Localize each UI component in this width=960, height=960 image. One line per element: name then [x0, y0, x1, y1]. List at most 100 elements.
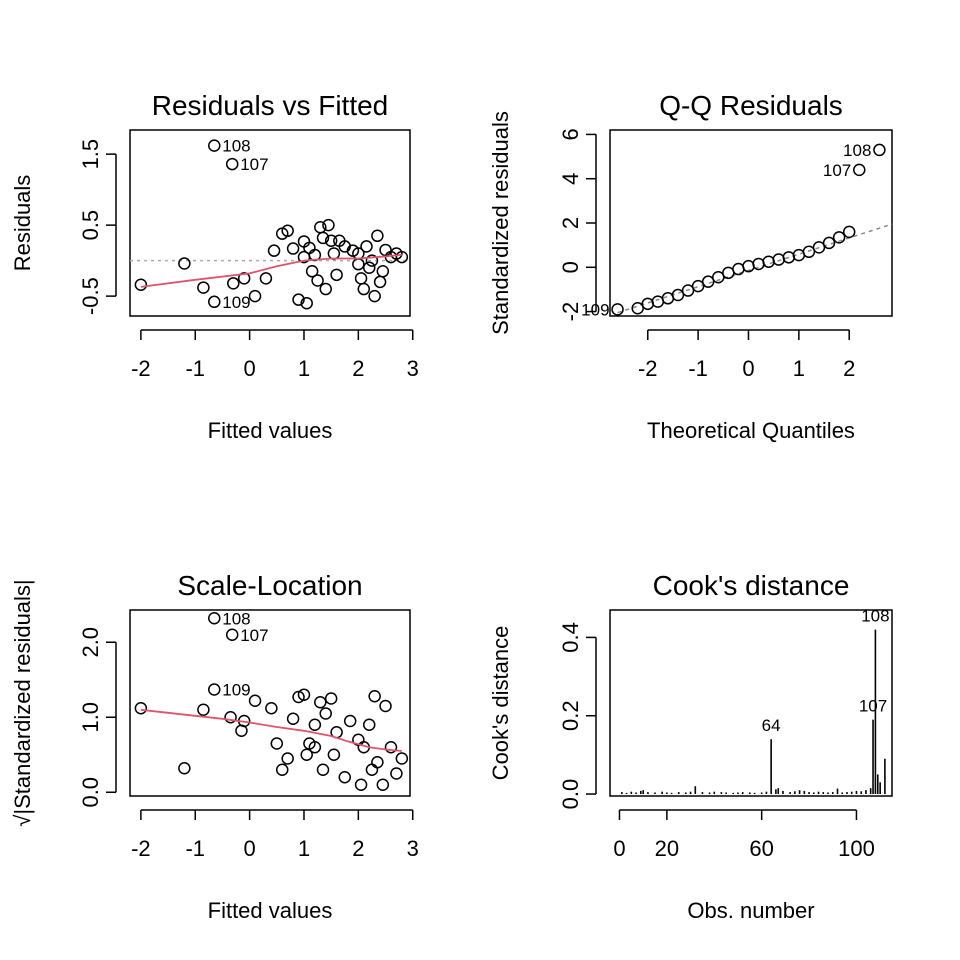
data-point: [357, 282, 371, 296]
x-tick-label: 60: [749, 836, 773, 861]
y-tick-label: 0: [558, 261, 583, 273]
y-axis-label: √|Standardized residuals|: [10, 579, 35, 826]
plot-frame: [129, 129, 411, 317]
panel-3: Scale-Location Fitted values √|Standardize…: [10, 570, 419, 923]
point-label: 64: [762, 716, 781, 735]
data-point: [611, 303, 624, 316]
data-point: [286, 712, 300, 725]
x-tick-label: 1: [793, 356, 805, 381]
data-point: [371, 229, 384, 243]
data-point: [292, 293, 305, 306]
data-point: [235, 724, 248, 737]
y-tick-label: -0.5: [78, 277, 103, 315]
data-point: [208, 683, 221, 696]
plot-frame: [609, 129, 893, 317]
data-point: [373, 275, 387, 289]
data-point: [732, 262, 745, 276]
data-point: [384, 741, 398, 754]
panel-4: Cook's distance Obs. number Cook's distanc…: [488, 570, 893, 923]
y-tick-label: 2: [558, 217, 583, 229]
data-point: [352, 257, 365, 271]
data-point: [327, 247, 341, 260]
data-point: [772, 253, 785, 266]
data-point: [314, 696, 327, 709]
y-tick-label: -2: [558, 302, 583, 322]
y-tick-label: 0.4: [558, 622, 583, 653]
y-tick-label: 6: [558, 128, 583, 140]
data-point: [343, 714, 357, 728]
chart-title: Scale-Location: [177, 570, 362, 601]
y-tick-label: 1.5: [78, 139, 103, 170]
data-point: [376, 265, 390, 278]
point-label: 108: [222, 609, 250, 628]
data-point: [362, 718, 376, 731]
point-label: 109: [222, 293, 250, 312]
x-tick-label: -2: [131, 836, 151, 861]
data-point: [681, 284, 695, 297]
smooth-line: [140, 708, 402, 752]
x-tick-label: 2: [352, 356, 364, 381]
y-axis-label: Cook's distance: [488, 626, 513, 781]
data-point: [371, 756, 384, 769]
data-point: [248, 289, 262, 303]
data-point: [311, 274, 324, 287]
x-axis-label: Theoretical Quantiles: [647, 418, 855, 443]
data-point: [208, 612, 221, 625]
x-tick-label: 0: [742, 356, 754, 381]
data-point: [376, 778, 390, 791]
data-point: [292, 690, 305, 704]
data-point: [362, 261, 376, 274]
data-point: [300, 296, 313, 310]
data-point: [225, 628, 239, 641]
data-point: [324, 692, 338, 705]
data-point: [227, 277, 240, 290]
data-point: [208, 295, 221, 309]
data-point: [281, 752, 294, 765]
x-axis-label: Fitted values: [208, 898, 333, 923]
x-tick-label: 0: [243, 356, 255, 381]
data-point: [297, 250, 311, 264]
data-point: [248, 694, 262, 707]
data-point: [281, 224, 294, 238]
panel-2: Q-Q Residuals Theoretical Quantiles Standa…: [488, 90, 893, 443]
x-tick-label: -1: [688, 356, 708, 381]
data-point: [197, 703, 210, 716]
data-point: [319, 282, 332, 296]
x-tick-label: -1: [185, 356, 205, 381]
data-point: [265, 702, 278, 715]
point-label: 109: [222, 681, 250, 700]
data-point: [308, 718, 322, 731]
data-point: [237, 272, 251, 285]
data-point: [631, 302, 644, 315]
data-point: [368, 289, 381, 303]
y-tick-label: 2.0: [78, 627, 103, 658]
point-label: 108: [843, 141, 871, 160]
data-point: [822, 236, 836, 250]
data-point: [224, 711, 237, 724]
x-axis-label: Fitted values: [208, 418, 333, 443]
data-point: [842, 225, 856, 239]
y-tick-label: 4: [558, 173, 583, 185]
data-point: [832, 231, 846, 244]
data-point: [354, 272, 368, 285]
x-tick-label: 1: [298, 356, 310, 381]
data-point: [319, 707, 332, 720]
y-tick-label: 0.0: [558, 779, 583, 810]
point-label: 107: [240, 155, 268, 174]
data-point: [354, 778, 368, 791]
data-point: [379, 243, 392, 257]
x-tick-label: 0: [243, 836, 255, 861]
panel-1: Residuals vs Fitted Fitted values Residual…: [10, 90, 419, 443]
data-point: [134, 278, 148, 292]
data-point: [762, 255, 775, 268]
y-axis-label: Standardized residuals: [488, 111, 513, 335]
x-tick-label: 100: [838, 836, 875, 861]
data-point: [338, 771, 352, 784]
chart-title: Cook's distance: [653, 570, 850, 601]
data-point: [691, 279, 705, 293]
data-point: [327, 748, 341, 761]
data-point: [390, 767, 403, 780]
data-point: [802, 245, 816, 259]
data-point: [316, 231, 330, 245]
smooth-line: [140, 254, 402, 288]
